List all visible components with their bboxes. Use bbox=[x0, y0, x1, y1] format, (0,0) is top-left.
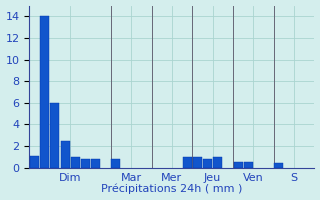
Bar bbox=[111, 159, 120, 168]
Bar bbox=[234, 162, 243, 168]
Bar bbox=[81, 159, 90, 168]
Bar bbox=[244, 162, 253, 168]
Bar bbox=[60, 141, 69, 168]
Bar bbox=[193, 157, 202, 168]
X-axis label: Précipitations 24h ( mm ): Précipitations 24h ( mm ) bbox=[101, 184, 243, 194]
Bar bbox=[183, 157, 192, 168]
Bar bbox=[213, 157, 222, 168]
Bar bbox=[274, 163, 283, 168]
Bar bbox=[91, 159, 100, 168]
Bar bbox=[40, 16, 49, 168]
Bar bbox=[30, 156, 39, 168]
Bar bbox=[203, 159, 212, 168]
Bar bbox=[71, 157, 80, 168]
Bar bbox=[50, 103, 59, 168]
